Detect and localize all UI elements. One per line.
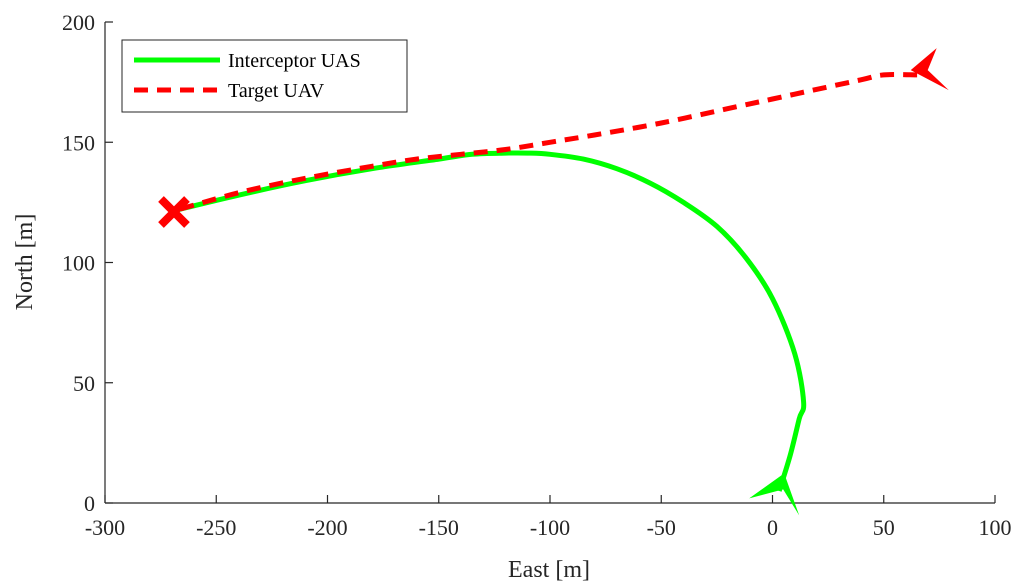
x-tick-label: -100 xyxy=(530,515,570,540)
y-axis-label: North [m] xyxy=(12,214,38,311)
legend: Interceptor UAS Target UAV xyxy=(121,39,408,113)
x-tick-label: -200 xyxy=(307,515,347,540)
axes: -300 -250 -200 -150 -100 -50 0 50 100 0 50 100 150 20… xyxy=(62,10,1012,540)
x-axis-label: East [m] xyxy=(508,557,590,583)
legend-entry-label: Interceptor UAS xyxy=(228,50,361,72)
x-tick-label: -150 xyxy=(419,515,459,540)
y-tick-label: 50 xyxy=(73,371,95,396)
x-tick-label: -250 xyxy=(196,515,236,540)
series-line-interceptor xyxy=(177,150,807,492)
legend-box xyxy=(121,39,408,113)
series-line-target xyxy=(177,72,918,213)
legend-entry-label: Target UAV xyxy=(228,80,325,102)
markers-layer xyxy=(158,48,949,516)
x-tick-label: 100 xyxy=(979,515,1012,540)
x-tick-label: 50 xyxy=(873,515,895,540)
x-tick-label: -300 xyxy=(85,515,125,540)
y-tick-label: 0 xyxy=(84,491,95,516)
interceptor-start-arrow xyxy=(749,473,800,516)
intercept-point xyxy=(158,196,190,228)
y-tick-label: 100 xyxy=(62,251,95,276)
y-tick-label: 200 xyxy=(62,10,95,35)
target-start-arrow xyxy=(910,48,949,91)
x-tick-label: -50 xyxy=(647,515,676,540)
series-layer xyxy=(177,72,918,492)
y-tick-label: 150 xyxy=(62,130,95,155)
x-tick-label: 0 xyxy=(767,515,778,540)
